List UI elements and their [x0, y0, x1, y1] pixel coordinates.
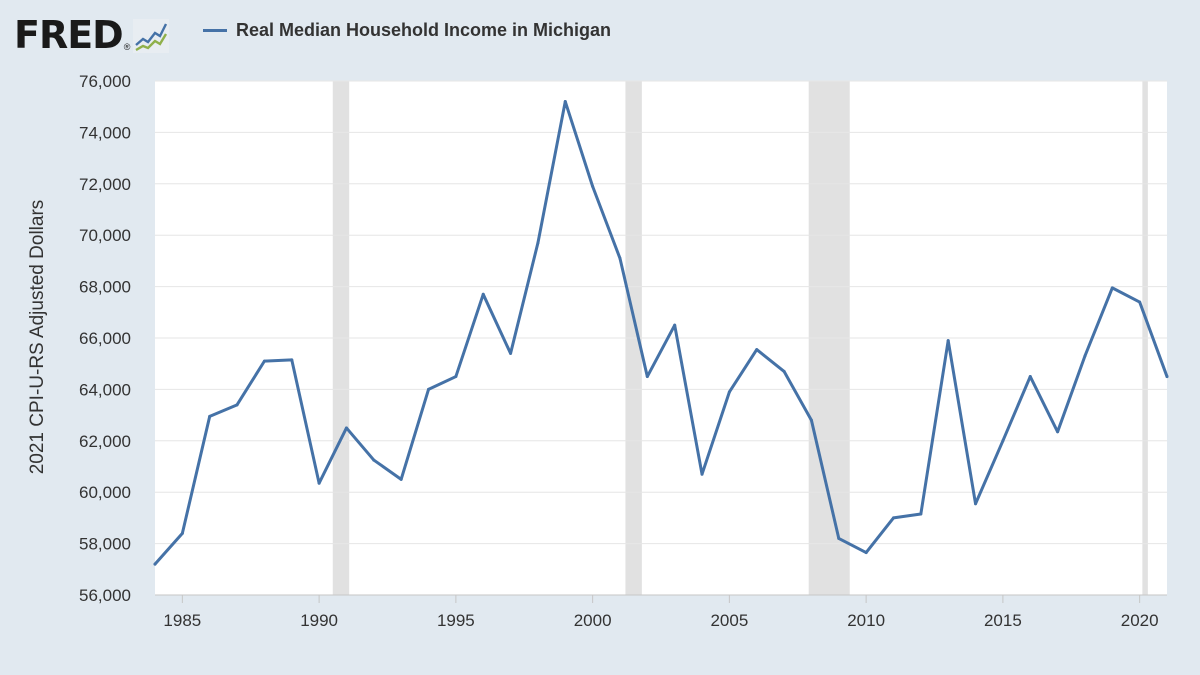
data-point: [1165, 375, 1169, 379]
y-tick-label: 72,000: [79, 175, 131, 194]
registered-mark: ®: [123, 42, 131, 52]
x-tick-label: 1985: [163, 611, 201, 630]
data-point: [974, 502, 978, 506]
y-tick-label: 62,000: [79, 432, 131, 451]
y-tick-label: 58,000: [79, 535, 131, 554]
chart-legend: Real Median Household Income in Michigan: [203, 20, 611, 41]
data-point: [891, 516, 895, 520]
legend-label: Real Median Household Income in Michigan: [236, 20, 612, 40]
data-point: [317, 481, 321, 485]
data-point: [645, 375, 649, 379]
fred-logo[interactable]: FRED ®: [14, 12, 170, 57]
data-point: [454, 375, 458, 379]
data-point: [153, 562, 157, 566]
data-point: [372, 458, 376, 462]
data-point: [208, 414, 212, 418]
x-tick-label: 2000: [574, 611, 612, 630]
data-point: [399, 477, 403, 481]
data-point: [1110, 286, 1114, 290]
data-point: [755, 348, 759, 352]
data-point: [864, 551, 868, 555]
x-tick-label: 1990: [300, 611, 338, 630]
data-point: [919, 512, 923, 516]
x-tick-label: 2005: [710, 611, 748, 630]
data-point: [536, 241, 540, 245]
data-point: [809, 418, 813, 422]
y-tick-label: 64,000: [79, 380, 131, 399]
data-point: [591, 184, 595, 188]
data-point: [1001, 439, 1005, 443]
chart-header: FRED ® Real Median Household Income in M…: [0, 0, 1200, 64]
data-point: [563, 100, 567, 104]
series-line: [153, 100, 1169, 566]
data-point: [427, 387, 431, 391]
data-point: [1138, 300, 1142, 304]
x-tick-label: 2020: [1121, 611, 1159, 630]
data-point: [290, 358, 294, 362]
data-point: [946, 339, 950, 343]
fred-logo-text: FRED: [14, 13, 124, 57]
data-point: [618, 256, 622, 260]
data-point: [344, 426, 348, 430]
data-point: [262, 359, 266, 363]
y-axis-label: 2021 CPI-U-RS Adjusted Dollars: [27, 200, 48, 475]
data-points: [153, 100, 1169, 566]
x-tick-label: 1995: [437, 611, 475, 630]
y-tick-label: 68,000: [79, 278, 131, 297]
y-tick-label: 70,000: [79, 226, 131, 245]
data-point: [1056, 430, 1060, 434]
legend-swatch: [203, 29, 227, 32]
x-axis: 1985 1990 1995 2000 2005 2010 2015 2020: [155, 594, 1167, 630]
fred-graph-icon: [133, 19, 170, 53]
x-tick-label: 2015: [984, 611, 1022, 630]
data-point: [837, 536, 841, 540]
data-point: [481, 292, 485, 296]
data-point: [509, 351, 513, 355]
data-point: [1028, 375, 1032, 379]
y-tick-label: 76,000: [79, 72, 131, 91]
data-point: [700, 472, 704, 476]
y-axis: 56,000 58,000 60,000 62,000 64,000 66,000 68,0…: [79, 72, 131, 605]
data-point: [1083, 354, 1087, 358]
y-tick-label: 60,000: [79, 483, 131, 502]
y-tick-label: 74,000: [79, 123, 131, 142]
data-point: [235, 403, 239, 407]
x-tick-label: 2010: [847, 611, 885, 630]
data-point: [727, 390, 731, 394]
data-point: [782, 369, 786, 373]
y-tick-label: 56,000: [79, 586, 131, 605]
data-point: [180, 531, 184, 535]
y-tick-label: 66,000: [79, 329, 131, 348]
data-point: [673, 323, 677, 327]
